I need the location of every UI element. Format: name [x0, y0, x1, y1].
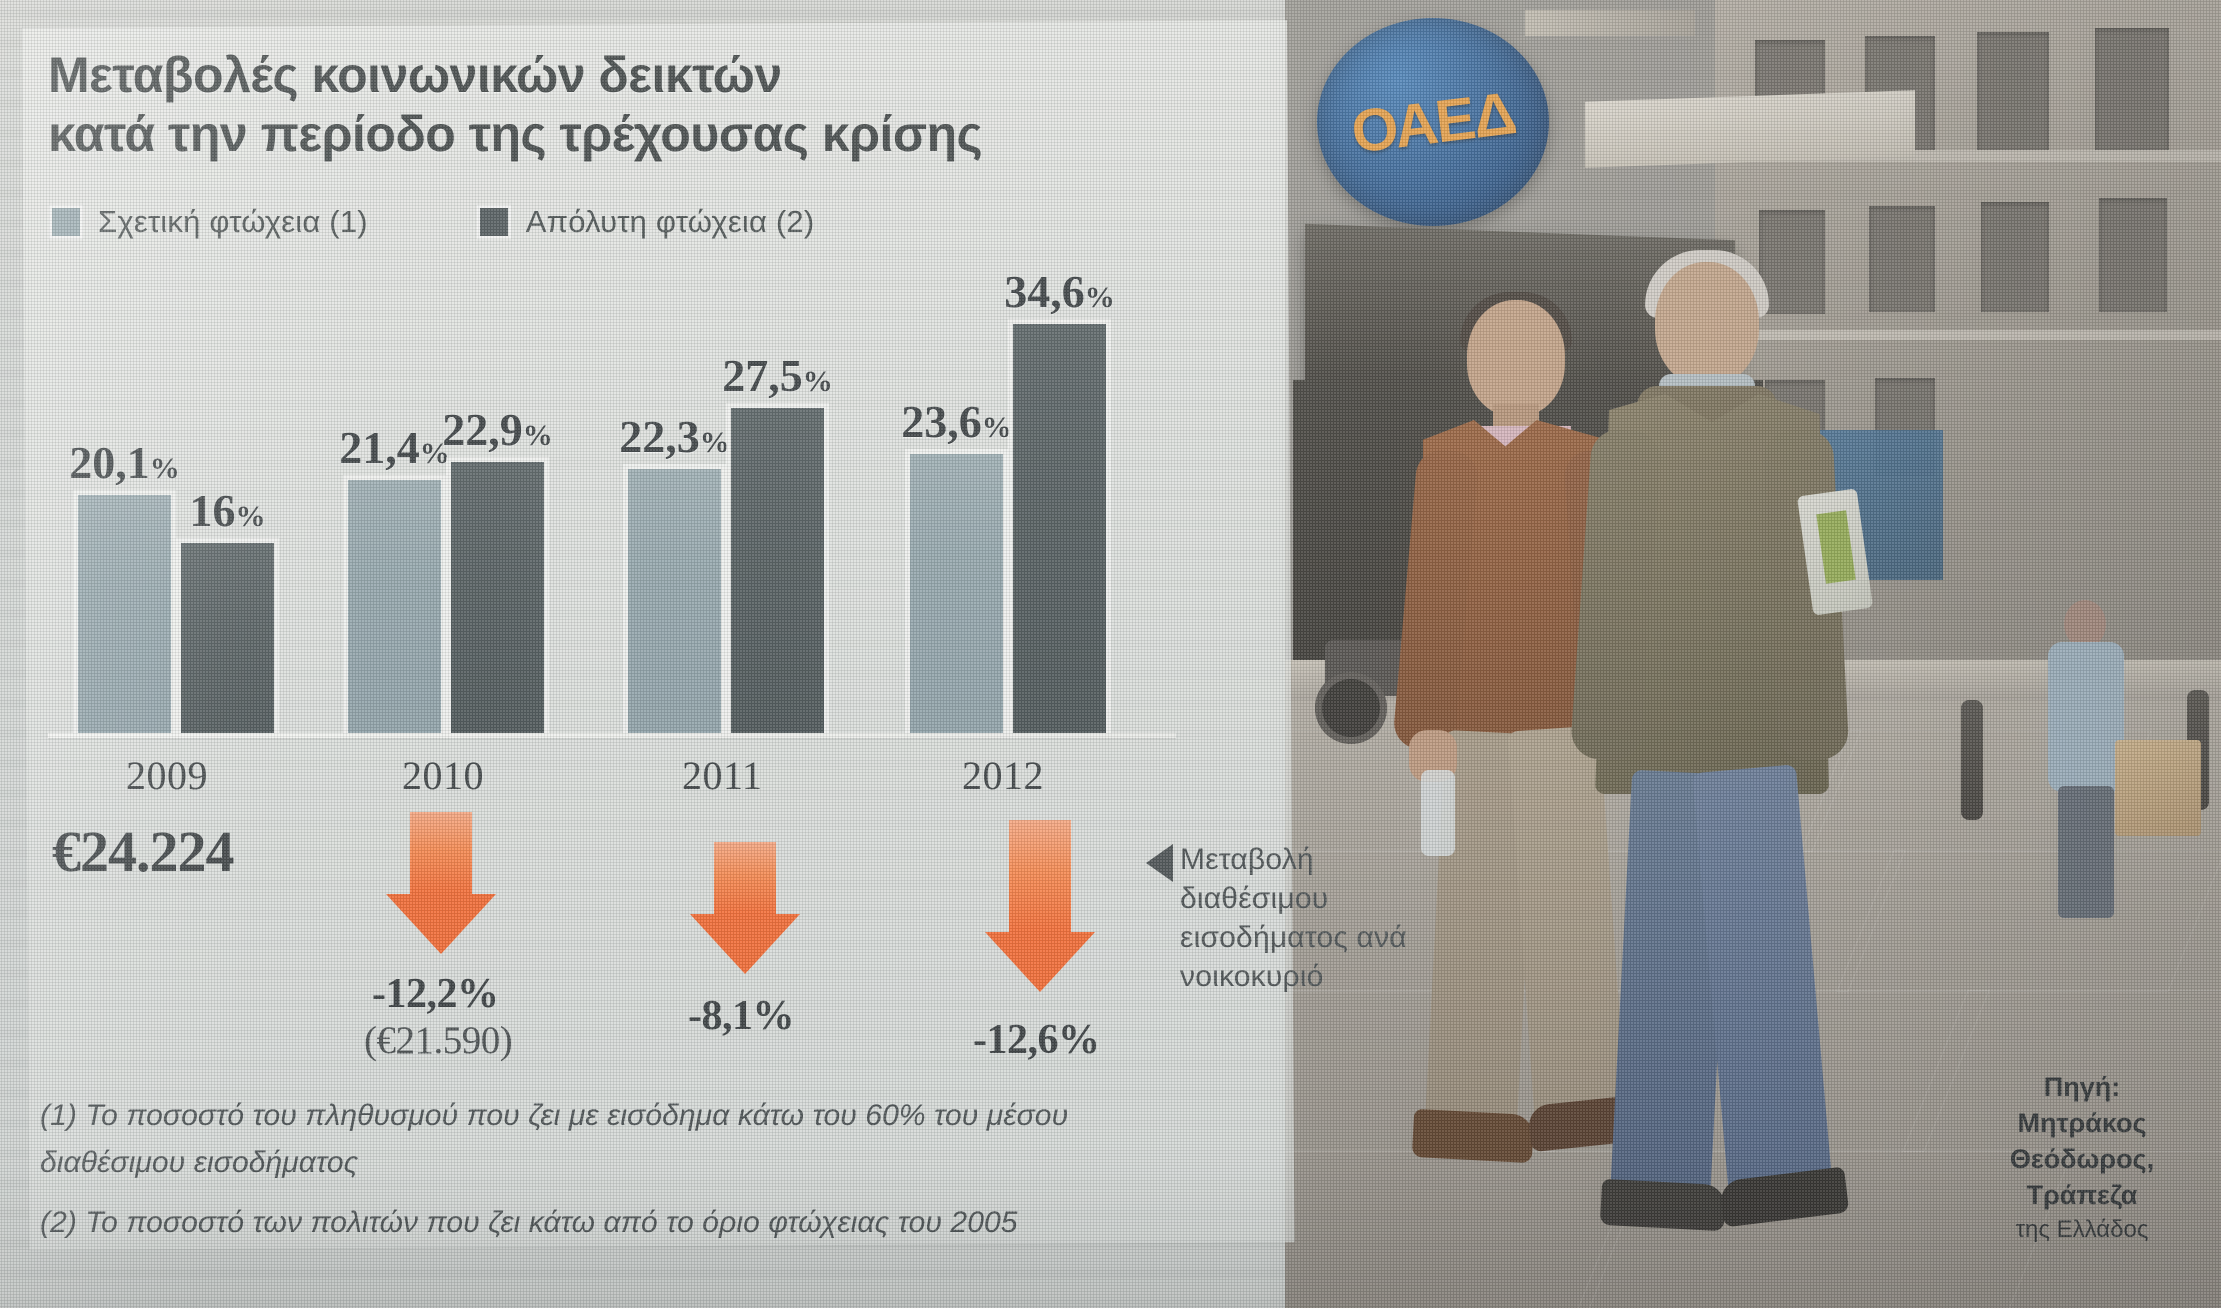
x-axis-year-labels: 2009 2010 2011 2012	[48, 752, 1188, 802]
legend-item-relative-poverty: Σχετική φτώχεια (1)	[52, 204, 368, 240]
income-change-pct-2010: -12,2%	[372, 971, 499, 1017]
year-label-2011: 2011	[682, 753, 763, 798]
legend-swatch-relative	[52, 208, 80, 236]
torso	[2048, 642, 2124, 792]
oaed-sign-text: ΟΑΕΔ	[1347, 78, 1519, 166]
title-line-2: κατά την περίοδο της τρέχουσας κρίσης	[48, 105, 983, 162]
bar-value-label: 21,4%	[339, 422, 450, 473]
bar-relative-2011: 22,3%	[619, 414, 730, 733]
bollard	[1961, 700, 1983, 820]
bar-value-label: 34,6%	[1004, 266, 1115, 317]
oaed-logo-sign: ΟΑΕΔ	[1317, 18, 1549, 226]
chart-baseline-axis	[48, 733, 1176, 738]
window	[1759, 210, 1825, 314]
pedestrian-background	[2030, 600, 2140, 930]
arrow-shaft	[1009, 820, 1071, 932]
source-org-2: της Ελλάδος	[2015, 1216, 2149, 1244]
year-label-2009: 2009	[126, 753, 208, 798]
footnote-1: (1) Το ποσοστό του πληθυσμού που ζει με …	[40, 1099, 1069, 1180]
down-arrow-icon	[690, 842, 800, 974]
window	[1981, 202, 2049, 312]
bar-group-2011: 22,3% 27,5%	[619, 353, 833, 733]
bar-chart: 20,1% 16% 21,4% 22,9% 22,3% 27,5% 2	[48, 268, 1188, 738]
arrow-shaft	[410, 812, 472, 894]
bar-group-2012: 23,6% 34,6%	[901, 269, 1115, 733]
left-shoe	[1411, 1108, 1535, 1164]
bar-relative-2012: 23,6%	[901, 399, 1012, 733]
source-label: Πηγή:	[2043, 1072, 2121, 1103]
head	[2064, 600, 2106, 648]
sign-mounting-bar	[1525, 10, 1695, 36]
legend-item-absolute-poverty: Απόλυτη φτώχεια (2)	[479, 204, 815, 240]
facade-ledge	[1715, 330, 2221, 340]
footnotes: (1) Το ποσοστό του πληθυσμού που ζει με …	[40, 1092, 1220, 1258]
right-jean-leg	[1692, 764, 1834, 1212]
footnote-2: (2) Το ποσοστό των πολιτών που ζει κάτω …	[40, 1205, 1018, 1239]
income-change-arrow-2012: -12,6%	[973, 820, 1100, 1063]
bar-absolute-2012: 34,6%	[1004, 269, 1115, 733]
arrow-head	[386, 894, 496, 954]
bar-group-2010: 21,4% 22,9%	[339, 407, 553, 733]
legs	[2058, 786, 2114, 918]
income-change-arrow-2011: -8,1%	[688, 842, 800, 1039]
bar-value-label: 16%	[189, 485, 266, 536]
head	[1467, 300, 1565, 416]
down-arrow-icon	[985, 820, 1095, 992]
bar-relative-2009: 20,1%	[69, 440, 180, 733]
sign-backing-panel	[1585, 90, 1915, 168]
bar-group-2009: 20,1% 16%	[69, 440, 274, 733]
legend-label-absolute: Απόλυτη φτώχεια (2)	[525, 204, 815, 239]
head	[1655, 262, 1759, 386]
window	[2095, 28, 2169, 150]
down-arrow-icon	[386, 812, 496, 954]
chart-legend: Σχετική φτώχεια (1) Απόλυτη φτώχεια (2)	[52, 204, 814, 240]
arrow-head	[985, 932, 1095, 992]
arrow-shaft	[714, 842, 776, 914]
paving-tile	[1836, 850, 2221, 992]
source-credit: Πηγή: Μητράκος Θεόδωρος, Τράπεζα της Ελλ…	[1969, 1070, 2195, 1246]
window	[1869, 206, 1935, 312]
pedestrian-olive-parka	[1569, 250, 1874, 1232]
title-line-1: Μεταβολές κοινωνικών δεικτών	[48, 47, 782, 103]
bar-value-label: 22,3%	[619, 411, 730, 462]
bar-value-label: 20,1%	[69, 437, 180, 488]
income-change-value-2010: (€21.590)	[364, 1019, 513, 1062]
arrow-head	[690, 914, 800, 974]
bar-absolute-2009: 16%	[181, 488, 274, 733]
income-change-arrow-2010: -12,2% (€21.590)	[364, 812, 513, 1062]
source-org: Τράπεζα	[2026, 1180, 2138, 1211]
bar-absolute-2010: 22,9%	[442, 407, 553, 733]
bar-value-label: 23,6%	[901, 396, 1012, 447]
bar-relative-2010: 21,4%	[339, 425, 450, 733]
window	[1977, 32, 2049, 150]
page-title: Μεταβολές κοινωνικών δεικτών κατά την πε…	[48, 46, 1208, 163]
income-change-annotation: Μεταβολή διαθέσιμου εισοδήματος ανά νοικ…	[1146, 840, 1410, 996]
source-name: Μητράκος Θεόδωρος,	[2009, 1108, 2155, 1175]
shopping-bag	[2115, 740, 2201, 836]
window	[2099, 198, 2167, 312]
bar-value-label: 27,5%	[722, 350, 833, 401]
income-change-pct-2011: -8,1%	[688, 993, 795, 1039]
scooter-wheel	[1315, 672, 1387, 744]
water-bottle	[1421, 770, 1455, 856]
legend-label-relative: Σχετική φτώχεια (1)	[98, 204, 368, 239]
income-change-pct-2012: -12,6%	[973, 1017, 1100, 1063]
annotation-text: Μεταβολή διαθέσιμου εισοδήματος ανά νοικ…	[1180, 843, 1407, 993]
year-label-2010: 2010	[402, 753, 484, 798]
pedestrian-brown-jacket	[1392, 292, 1652, 1180]
year-label-2012: 2012	[962, 753, 1044, 798]
left-triangle-icon	[1146, 844, 1173, 882]
bar-absolute-2011: 27,5%	[722, 353, 833, 733]
legend-swatch-absolute	[479, 208, 508, 236]
base-income-value: €24.224	[52, 819, 234, 884]
left-shoe	[1599, 1178, 1727, 1232]
bar-value-label: 22,9%	[442, 404, 553, 455]
